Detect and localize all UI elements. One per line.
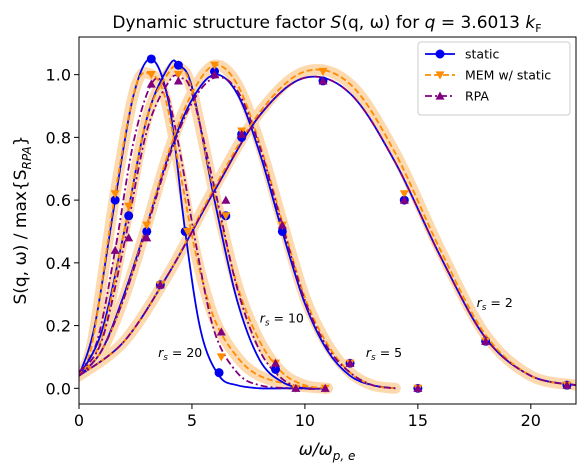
plot-area [79,54,576,394]
static-marker-rs5 [142,226,152,236]
static-marker-rs20 [110,195,120,205]
mem-marker-rs20 [146,71,156,80]
legend-marker [435,71,445,80]
rpa-marker-rs20 [291,383,301,392]
rpa-marker-rs2 [562,380,572,389]
rpa-line-rs20 [79,77,328,390]
rpa-marker-rs10 [173,76,183,85]
x-axis-ticks: 0 5 10 15 20 [74,404,541,430]
mem-marker-rs20 [182,227,192,236]
rs-annotation: rs = 2 [477,295,513,313]
rpa-marker-rs5 [345,358,355,367]
mem-marker-rs20 [110,190,120,199]
rpa-marker-rs10 [271,358,281,367]
rpa-marker-rs2 [399,195,409,204]
static-marker-rs20 [214,368,224,378]
rpa-marker-rs5 [277,220,287,229]
mem-marker-rs2 [318,67,328,77]
y-axis-label: S(q, ω) / max{SRPA} [11,135,34,304]
mem-marker-rs2 [399,190,409,199]
x-tick-label: 15 [408,411,428,430]
static-marker-rs5 [277,226,287,236]
mem-line-rs5 [79,64,396,390]
y-tick-label: 0.4 [46,254,71,273]
rpa-line-rs10 [79,74,328,390]
rpa-marker-rs5 [142,233,152,242]
rs-annotation: rs = 5 [366,345,402,363]
rpa-marker-rs10 [221,195,231,204]
x-tick-label: 5 [187,411,197,430]
x-tick-label: 10 [295,411,315,430]
mem-marker-rs5 [142,221,152,230]
static-marker-rs10 [124,211,134,221]
rs-annotation: rs = 20 [158,345,202,363]
static-line-rs20 [79,58,317,390]
rpa-marker-rs20 [216,327,226,336]
rpa-marker-rs5 [210,70,220,79]
rpa-marker-rs20 [146,79,156,88]
rs-annotation: rs = 10 [260,310,304,328]
static-marker-rs10 [271,364,281,374]
mem-marker-rs10 [221,212,231,221]
rpa-marker-rs2 [155,280,165,289]
mem-marker-rs20 [216,353,226,362]
rpa-marker-rs10 [320,383,330,392]
y-tick-label: 0.0 [46,379,71,398]
mem-marker-rs5 [210,61,220,70]
x-axis-label: ω/ωp, e [299,440,356,463]
mem-marker-rs10 [124,202,134,211]
axes-frame [78,36,577,405]
rs-annotations: rs = 20 rs = 10 rs = 5 rs = 2 [158,295,513,363]
chart-title: Dynamic structure factor S(q, ω) for q =… [112,13,541,35]
static-marker-rs20 [146,54,156,64]
legend-box [417,41,571,116]
legend-marker [435,91,445,100]
rpa-line-rs5 [79,76,396,390]
static-marker-rs10 [173,60,183,70]
x-tick-label: 20 [521,411,541,430]
rpa-marker-rs20 [110,245,120,254]
rpa-marker-rs2 [318,76,328,85]
y-tick-label: 1.0 [46,66,71,85]
rpa-marker-rs10 [124,233,134,242]
legend-label: RPA [465,89,489,104]
y-axis-ticks: 0.0 0.2 0.4 0.6 0.8 1.0 [46,66,79,398]
y-tick-label: 0.6 [46,191,71,210]
rpa-marker-rs5 [413,383,423,392]
legend-label: MEM w/ static [465,68,551,83]
rpa-marker-rs2 [481,336,491,345]
y-tick-label: 0.2 [46,317,71,336]
y-tick-label: 0.8 [46,128,71,147]
mem-marker-rs10 [173,71,183,80]
legend-marker [435,49,445,59]
x-tick-label: 0 [74,411,84,430]
legend-label: static [465,47,499,62]
rpa-marker-rs2 [237,129,247,138]
mem-line-rs20 [79,71,328,390]
legend: static MEM w/ static RPA [417,41,571,116]
